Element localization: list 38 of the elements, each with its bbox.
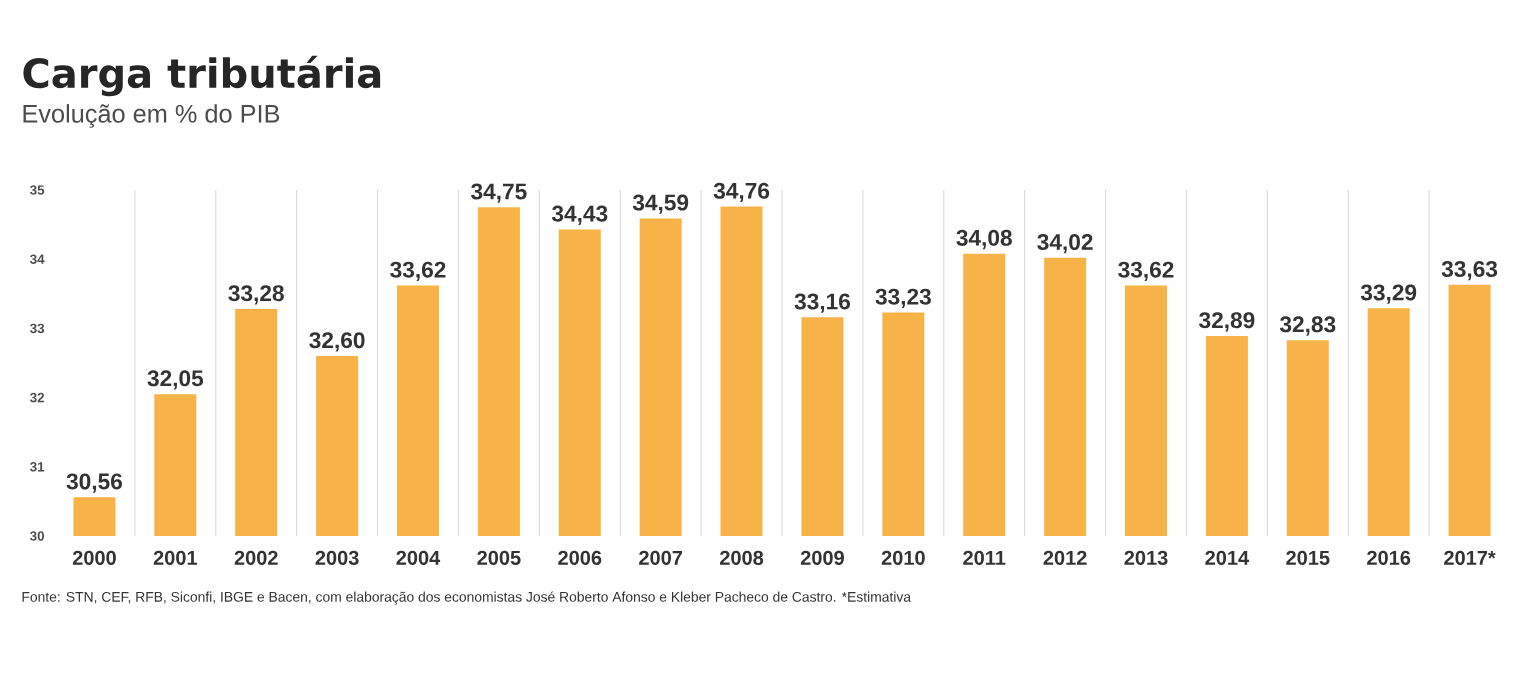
x-tick-label: 2003 [315,550,359,565]
x-tick-label: 2012 [1043,550,1087,565]
data-label: 32,05 [147,370,204,390]
data-label: 32,60 [309,332,365,352]
data-label: 33,16 [794,293,850,313]
data-label: 33,23 [875,288,931,308]
data-label: 34,75 [471,183,527,203]
data-label: 34,08 [956,229,1012,250]
chart-title: Carga tributária [23,55,381,97]
x-tick-label: 2010 [881,550,925,565]
x-tick-label: 2017* [1444,550,1496,565]
x-tick-label: 2005 [477,550,521,565]
chart-subtitle: Evolução em % do PIB [23,104,280,128]
x-tick-label: 2007 [639,550,683,565]
data-label: 30,56 [66,473,122,493]
x-tick-label: 2002 [234,550,278,565]
x-tick-label: 2015 [1286,550,1330,565]
data-label: 33,63 [1441,260,1498,281]
data-label: 34,76 [713,182,770,203]
data-label: 33,62 [390,261,446,281]
x-tick-label: 2008 [720,550,764,565]
x-tick-label: 2000 [72,550,116,565]
x-tick-label: 2006 [558,550,602,565]
data-label: 33,62 [1118,261,1174,281]
x-tick-label: 2013 [1124,550,1168,565]
x-tick-label: 2011 [963,550,1006,565]
data-label: 33,29 [1360,284,1417,304]
x-tick-label: 2014 [1205,550,1250,565]
x-tick-label: 2009 [800,550,844,565]
data-label: 34,02 [1037,233,1093,254]
x-tick-label: 2016 [1367,550,1411,565]
data-label: 34,43 [551,205,608,225]
data-label: 34,59 [632,194,689,214]
x-tick-label: 2004 [396,550,441,565]
data-label: 33,28 [228,285,284,305]
x-tick-label: 2001 [153,550,198,565]
data-label: 32,89 [1199,312,1255,332]
data-label: 32,83 [1279,316,1336,336]
